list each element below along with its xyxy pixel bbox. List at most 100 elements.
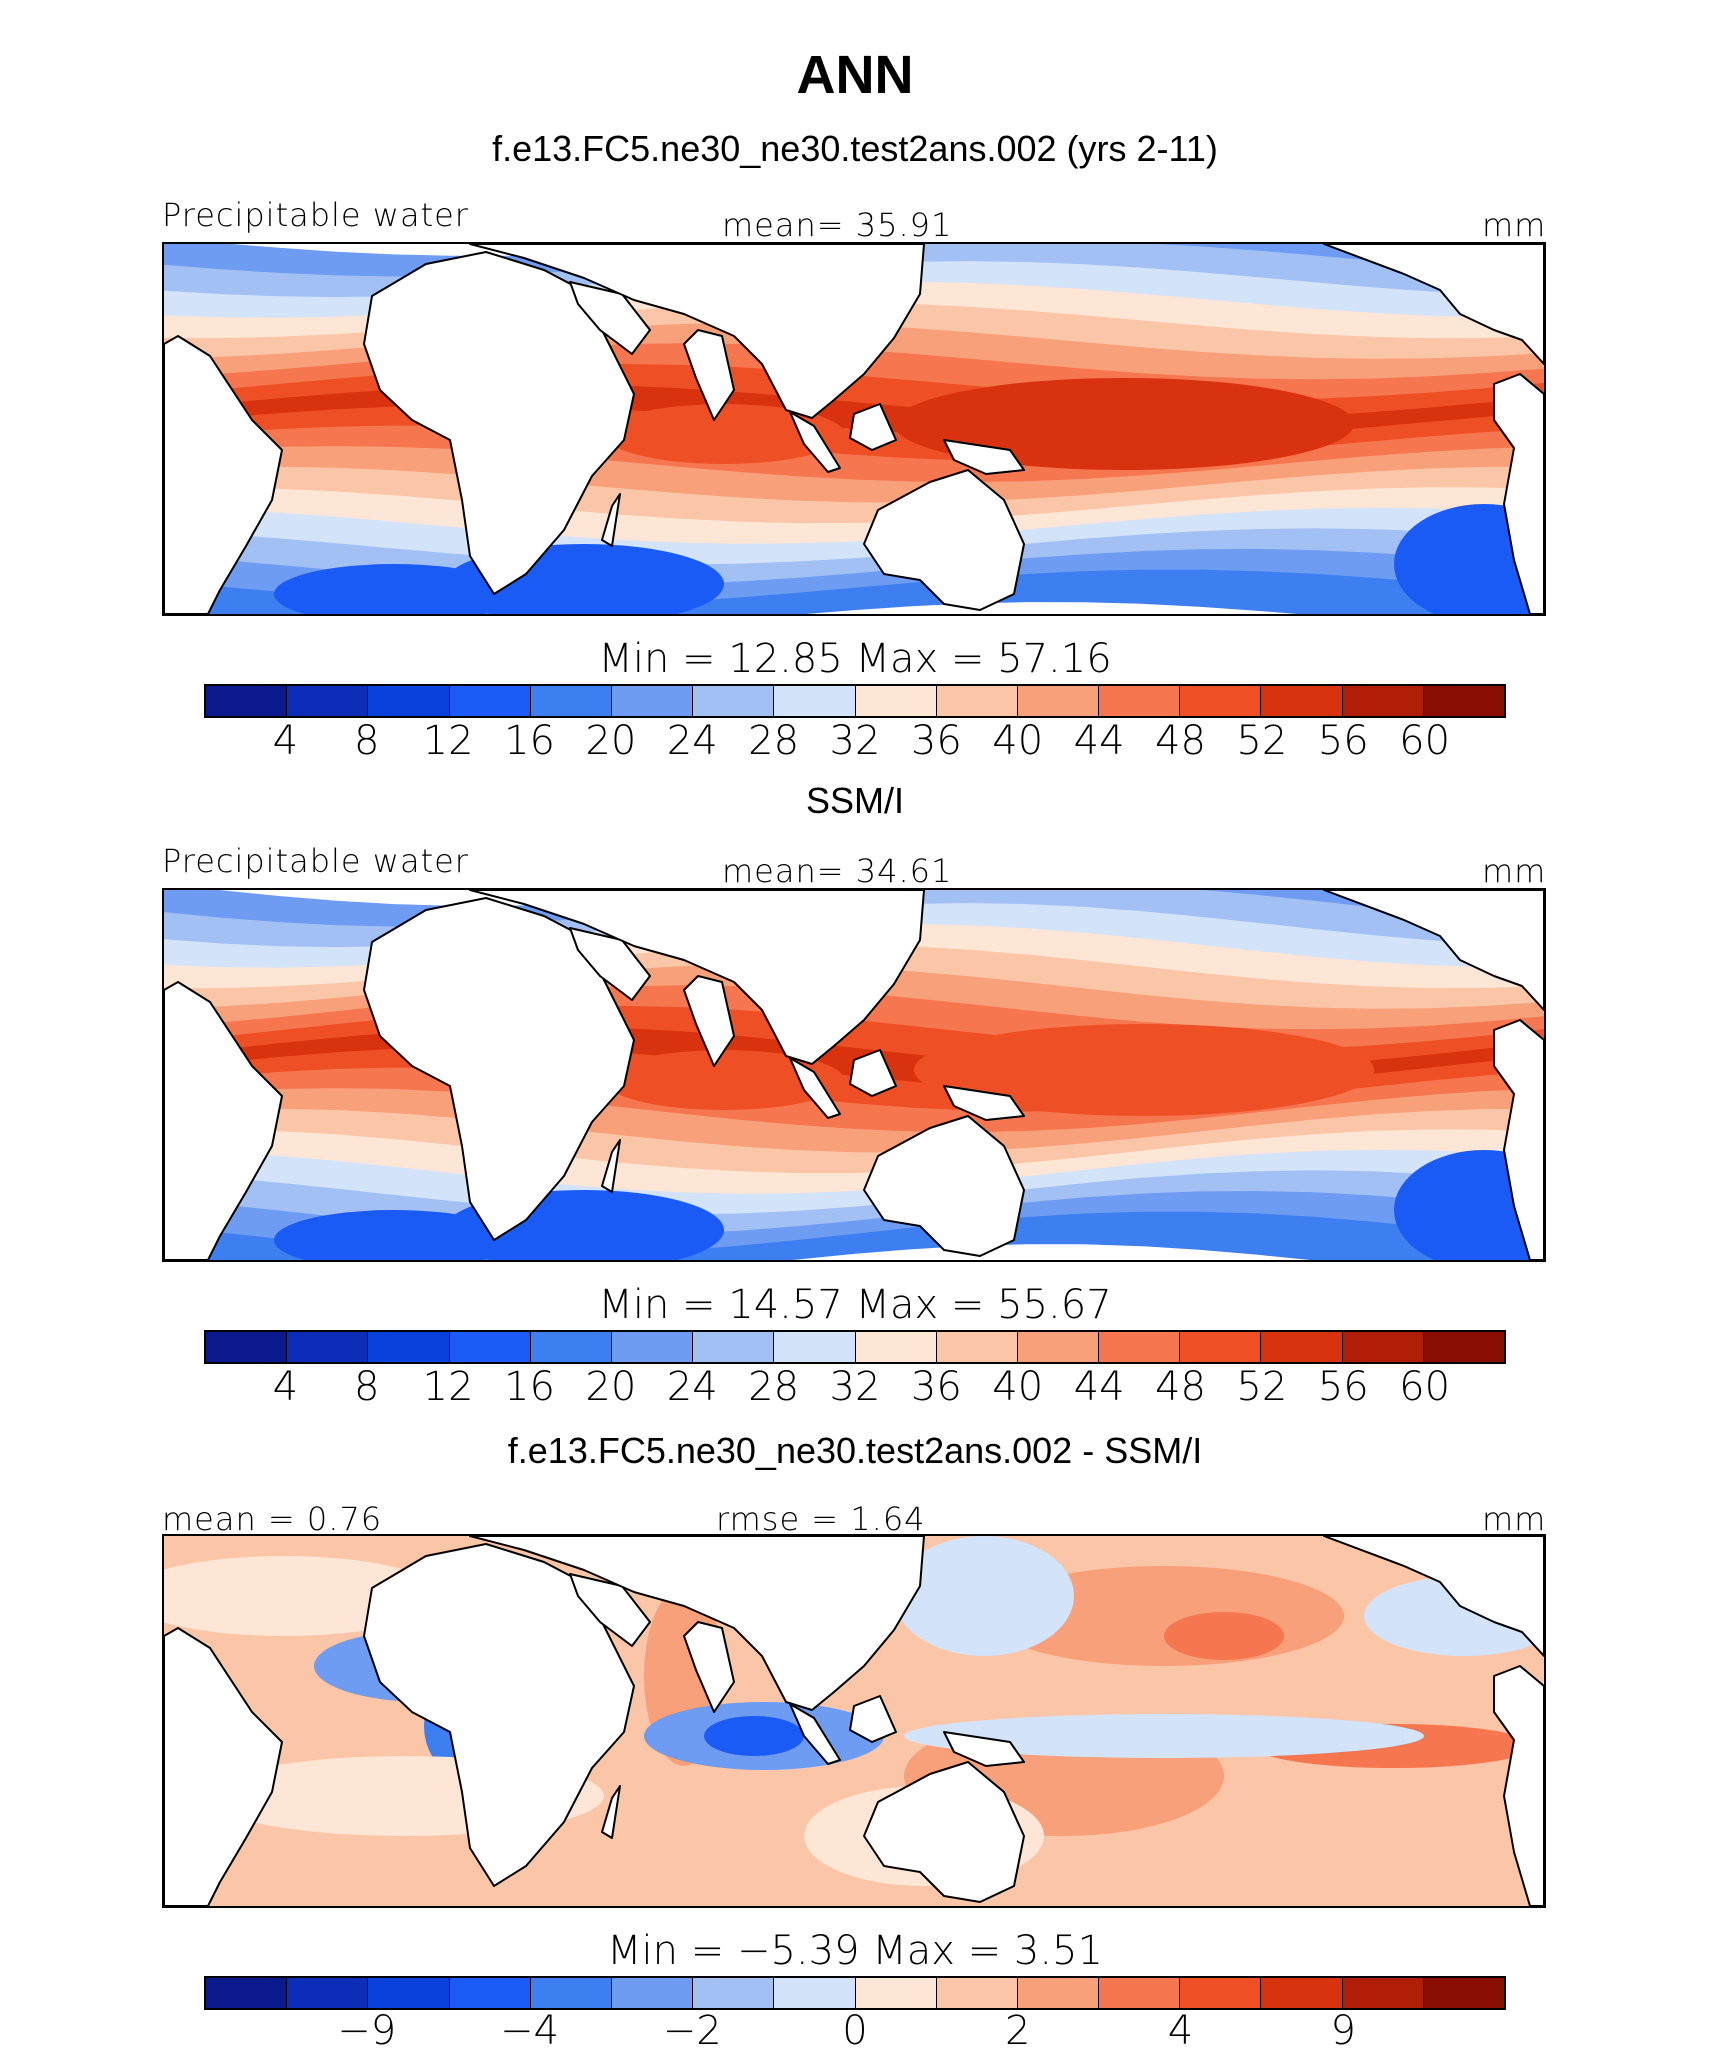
map-region: [164, 1211, 1544, 1260]
colorbar-tick-label: 52: [1236, 718, 1288, 764]
colorbar-swatch: [206, 686, 288, 716]
panel-1-mean-label: mean= 35.91: [722, 206, 953, 244]
panel-2-units: mm: [1482, 852, 1547, 890]
colorbar-tick-label: 8: [354, 1364, 380, 1410]
colorbar-tick-label: 12: [422, 1364, 474, 1410]
panel-3-rmse-label: rmse = 1.64: [716, 1500, 926, 1538]
colorbar-swatch: [368, 1978, 450, 2008]
map-region: [164, 569, 1544, 614]
map-region: [164, 1627, 283, 1906]
colorbar-tick-label: 12: [422, 718, 474, 764]
map-region: [164, 335, 283, 614]
panel-1-map-svg: [164, 244, 1544, 614]
map-region: [863, 469, 1025, 611]
map-region: [683, 1621, 735, 1713]
map-region: [683, 329, 735, 421]
panel-3-colorbar-ticks: −9 −4 −2 0 2 4 9: [0, 2008, 1710, 2058]
colorbar-tick-label: 40: [992, 1364, 1044, 1410]
colorbar-tick-label: 60: [1399, 1364, 1451, 1410]
map-region: [789, 1703, 841, 1765]
panel-1-colorbar-ticks: 4 8 12 16 20 24 28 32 36 40 44 48 52 56 60: [0, 718, 1710, 768]
colorbar-swatch: [1180, 1978, 1262, 2008]
panel-3-colorbar: [204, 1976, 1506, 2010]
map-region: [601, 493, 621, 547]
colorbar-swatch: [287, 1978, 369, 2008]
map-region: [1323, 1536, 1544, 1657]
colorbar-tick-label: 20: [585, 718, 637, 764]
colorbar-tick-label: 44: [1073, 718, 1125, 764]
colorbar-swatch: [611, 686, 694, 716]
colorbar-tick-label: 4: [272, 1364, 299, 1410]
panel-1-minmax: Min = 12.85 Max = 57.16: [598, 636, 1112, 682]
colorbar-tick-label: 2: [1005, 2008, 1031, 2054]
colorbar-swatch: [368, 1332, 450, 1362]
map-region: [1323, 244, 1544, 365]
panel-2-map-svg: [164, 890, 1544, 1260]
colorbar-tick-label: 36: [910, 718, 962, 764]
map-region: [943, 439, 1025, 475]
difference-region: [904, 1714, 1424, 1758]
panel-1-units: mm: [1482, 206, 1547, 244]
colorbar-swatch: [1342, 1978, 1424, 2008]
colorbar-swatch: [774, 1332, 856, 1362]
map-region: [863, 1115, 1025, 1257]
colorbar-swatch: [1017, 686, 1100, 716]
map-region: [469, 1536, 925, 1711]
colorbar-swatch: [1099, 1978, 1181, 2008]
map-region: [683, 975, 735, 1067]
panel-2-map: [162, 888, 1546, 1262]
colorbar-tick-label: −4: [500, 2008, 559, 2054]
colorbar-swatch: [1180, 1332, 1262, 1362]
colorbar-swatch: [611, 1978, 694, 2008]
map-region: [849, 1049, 897, 1097]
colorbar-swatch: [693, 686, 775, 716]
colorbar-tick-label: −9: [337, 2008, 397, 2054]
panel-1-map: [162, 242, 1546, 616]
colorbar-swatch: [1342, 686, 1424, 716]
colorbar-swatch: [449, 686, 531, 716]
colorbar-swatch: [287, 686, 369, 716]
colorbar-swatch: [1180, 686, 1262, 716]
colorbar-swatch: [449, 1978, 531, 2008]
colorbar-tick-label: 9: [1330, 2008, 1356, 2054]
colorbar-tick-label: 4: [272, 718, 299, 764]
colorbar-tick-label: 60: [1399, 718, 1451, 764]
colorbar-tick-label: 0: [842, 2008, 868, 2054]
map-region: [1323, 890, 1544, 1011]
colorbar-swatch: [855, 1978, 937, 2008]
map-region: [601, 1785, 621, 1839]
dry-region: [274, 564, 514, 614]
colorbar-swatch: [693, 1978, 775, 2008]
panel-2-mean-label: mean= 34.61: [722, 852, 953, 890]
map-region: [1493, 1019, 1544, 1260]
colorbar-swatch: [449, 1332, 531, 1362]
colorbar-tick-label: −2: [662, 2008, 722, 2054]
colorbar-swatch: [530, 686, 612, 716]
panel-2-minmax: Min = 14.57 Max = 55.67: [598, 1282, 1112, 1328]
panel-2-title: SSM/I: [805, 780, 904, 821]
map-region: [789, 1057, 841, 1119]
colorbar-tick-label: 20: [585, 1364, 637, 1410]
colorbar-tick-label: 28: [748, 718, 800, 764]
colorbar-tick-label: 32: [829, 1364, 881, 1410]
colorbar-swatch: [530, 1978, 612, 2008]
map-region: [363, 1543, 635, 1887]
panel-3-units: mm: [1482, 1500, 1547, 1538]
colorbar-tick-label: 28: [748, 1364, 800, 1410]
colorbar-swatch: [936, 686, 1018, 716]
difference-region: [704, 1716, 804, 1756]
colorbar-tick-label: 24: [666, 718, 718, 764]
map-region: [469, 890, 925, 1065]
colorbar-tick-label: 48: [1155, 718, 1206, 764]
colorbar-tick-label: 16: [504, 718, 555, 764]
colorbar-tick-label: 52: [1236, 1364, 1288, 1410]
colorbar-tick-label: 32: [829, 718, 881, 764]
colorbar-tick-label: 56: [1317, 718, 1369, 764]
colorbar-tick-label: 8: [354, 718, 380, 764]
colorbar-tick-label: 4: [1167, 2008, 1194, 2054]
map-region: [943, 1085, 1025, 1121]
colorbar-swatch: [855, 686, 937, 716]
colorbar-swatch: [1261, 1332, 1343, 1362]
colorbar-tick-label: 40: [992, 718, 1044, 764]
map-region: [863, 1761, 1025, 1903]
